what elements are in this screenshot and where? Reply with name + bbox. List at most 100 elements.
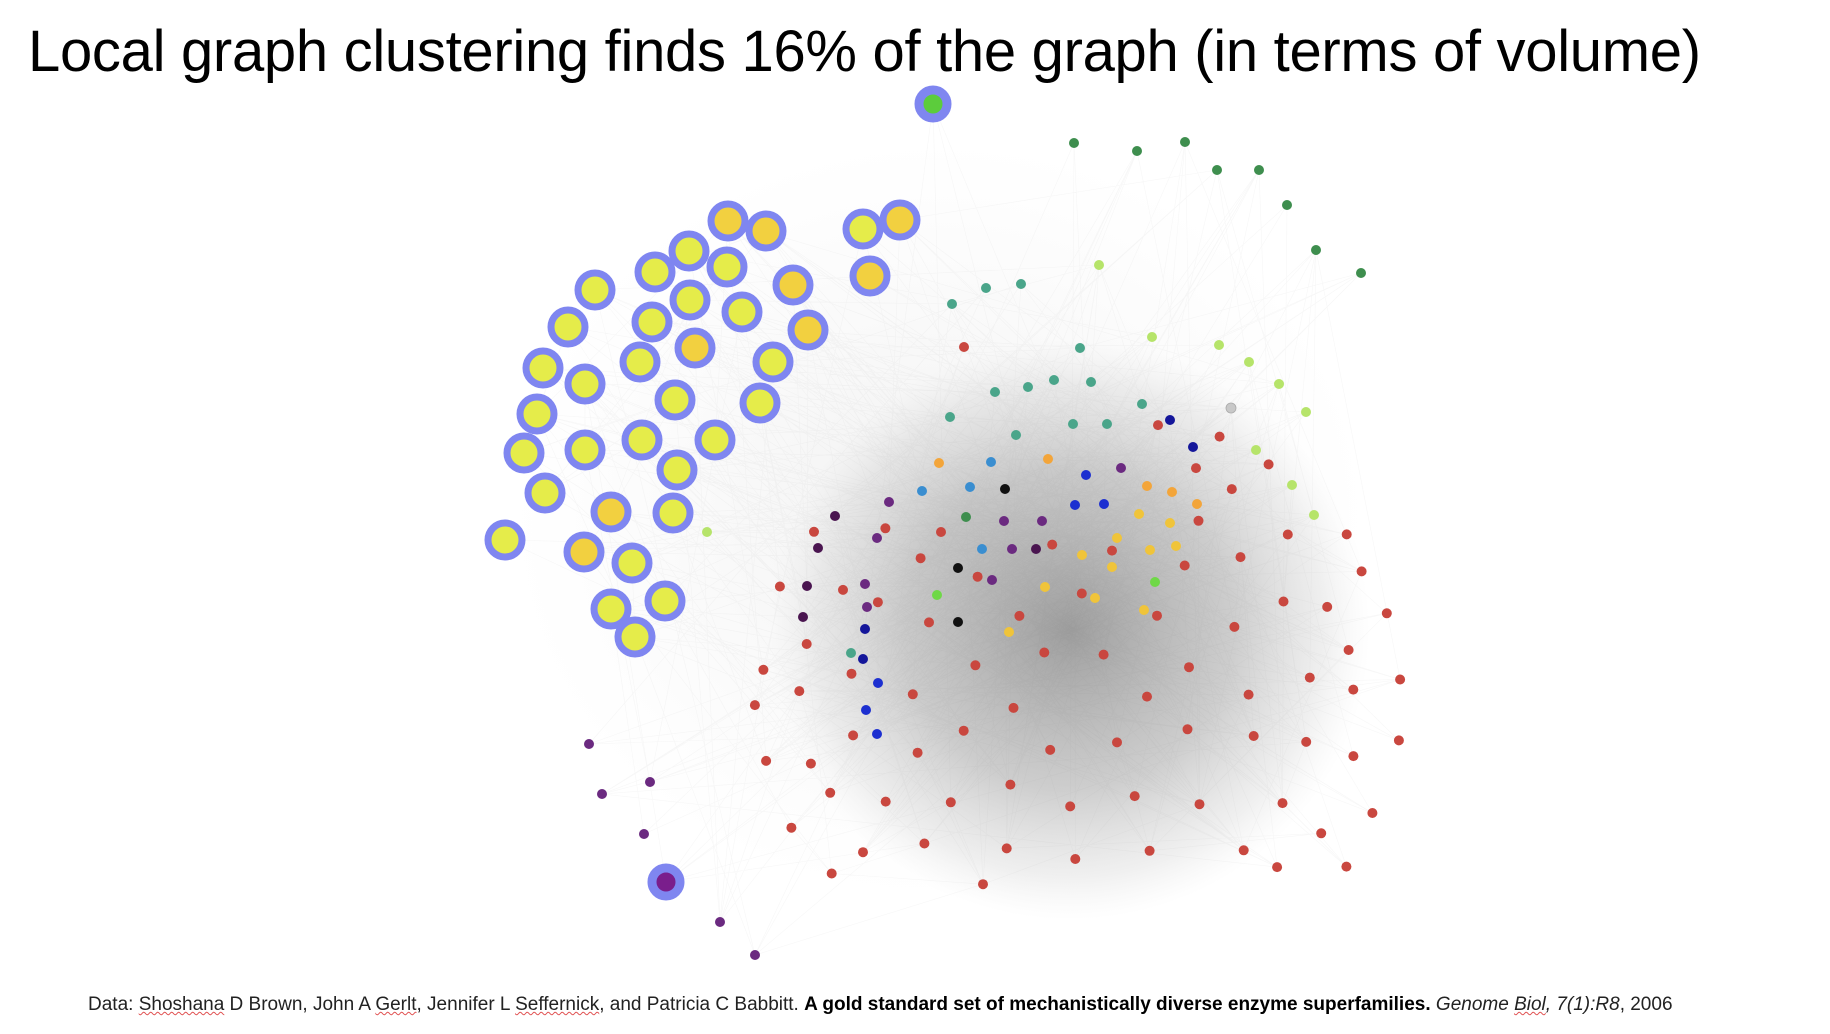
highlighted-cluster-node [522,347,564,389]
graph-node [1070,854,1081,864]
highlighted-cluster-node [879,199,921,241]
graph-node [1132,146,1142,156]
graph-node [947,299,957,309]
graph-node [1277,798,1288,809]
graph-node [715,917,725,927]
graph-node [1145,545,1155,555]
graph-node [1016,279,1026,289]
graph-node [848,730,859,741]
graph-node [958,725,969,736]
graph-node [801,639,812,649]
highlighted-cluster-node [631,301,673,343]
citation-author-gerlt: Gerlt [375,994,417,1015]
graph-node [1301,736,1312,747]
graph-node [872,729,882,739]
graph-node [846,668,857,679]
graph-node [1244,357,1254,367]
graph-node [761,755,772,766]
graph-node [1144,845,1155,856]
graph-node [1214,340,1224,350]
slide-title: Local graph clustering finds 16% of the … [28,19,1701,84]
graph-node [1212,165,1222,175]
graph-node [809,526,819,537]
graph-node [1367,808,1378,818]
graph-node [978,879,988,890]
graph-node [1137,399,1147,409]
graph-node [1107,562,1117,572]
graph-node [1098,649,1109,660]
highlighted-cluster-node [524,472,566,514]
graph-node [1099,499,1109,509]
graph-node [1356,566,1367,577]
graph-node [1139,605,1149,615]
graph-node [1165,518,1175,528]
citation-volume: , 7(1):R8 [1545,994,1620,1015]
graph-node [1152,610,1162,621]
citation-author-text: D Brown, John A [224,994,376,1015]
graph-node [880,523,891,534]
graph-node [981,283,991,293]
graph-node [1341,529,1352,540]
graph-node [1014,610,1025,621]
graph-node [1395,674,1406,685]
graph-node [1274,379,1284,389]
graph-node [805,758,816,769]
graph-node [1075,343,1085,353]
graph-node [830,511,840,521]
highlighted-cluster-node [656,449,698,491]
graph-node [932,590,942,600]
graph-node [1102,419,1112,429]
graph-node [1316,828,1327,839]
graph-node [1287,480,1297,490]
graph-node [1309,510,1319,520]
highlighted-cluster-node [547,306,589,348]
graph-node [1343,645,1354,655]
graph-node [1348,751,1359,762]
graph-node [1007,544,1017,554]
graph-node [1393,735,1404,746]
citation-author-text: , Jennifer L [416,994,516,1015]
graph-node [798,612,808,622]
graph-node [1254,165,1264,175]
graph-node [1039,647,1050,658]
graph-node [1226,484,1237,495]
graph-node [1070,500,1080,510]
dense-core-cloud [770,340,1370,920]
graph-node [1278,596,1289,607]
graph-node [702,527,712,537]
graph-node [880,796,891,807]
graph-node [872,597,883,608]
highlighted-cluster-node [752,341,794,383]
highlighted-cluster-node [721,291,763,333]
graph-node [1165,415,1175,425]
graph-node [1304,672,1315,683]
graph-node [945,412,955,422]
highlighted-cluster-node [619,341,661,383]
graph-node [1112,533,1122,543]
graph-node [1068,419,1078,429]
highlighted-cluster-node [564,429,606,471]
graph-node [1214,431,1225,442]
highlighted-cluster-node [787,309,829,351]
graph-node [1069,138,1079,148]
graph-node [825,787,836,798]
graph-node [1040,582,1050,592]
graph-node [919,838,930,849]
graph-node [860,624,870,634]
highlighted-cluster-node [842,208,884,250]
graph-node [1031,544,1041,554]
graph-node [959,342,969,352]
data-citation: Data: Shoshana D Brown, John A Gerlt, Je… [88,994,1673,1016]
graph-node [1248,731,1259,741]
seed-node [647,863,685,901]
graph-node [1381,608,1392,619]
graph-node [1047,539,1058,550]
graph-node [1112,737,1122,748]
citation-author-shoshana: Shoshana [138,994,225,1015]
graph-node [1179,560,1190,571]
graph-node [970,660,981,671]
graph-node [846,648,856,658]
graph-node [1065,801,1076,812]
graph-node [645,777,655,787]
highlighted-cluster-node [706,246,748,288]
